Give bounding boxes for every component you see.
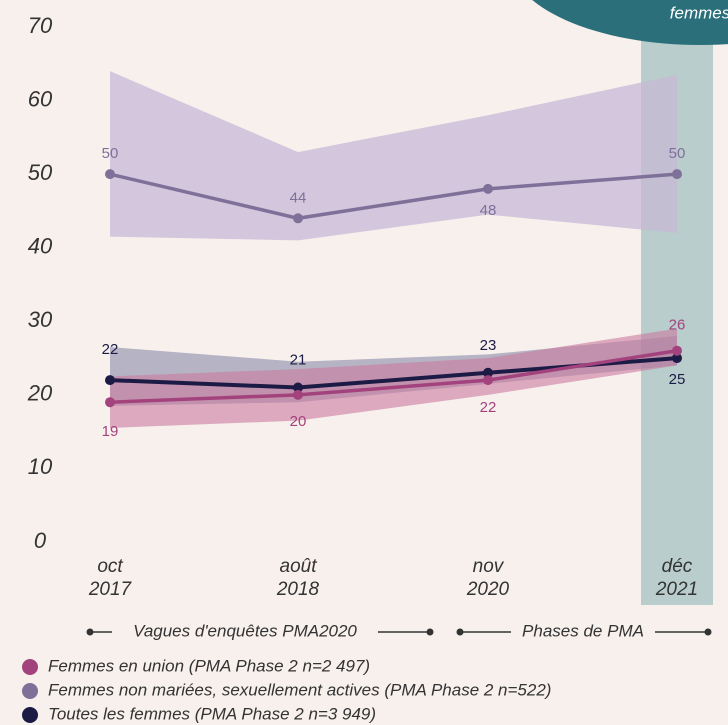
data-point [293,213,303,224]
data-label: 44 [290,189,307,206]
phase-dot [426,628,434,636]
phase-label: Vagues d'enquêtes PMA2020 [133,621,357,640]
x-tick-label: août [280,556,318,577]
data-label: 20 [290,413,307,430]
series-line [109,172,678,221]
y-tick-label: 70 [28,13,53,38]
data-label: 26 [669,317,686,334]
data-label: 22 [102,341,119,358]
y-tick-label: 20 [27,381,53,406]
x-tick-label: 2017 [88,579,133,600]
y-tick-label: 50 [28,160,53,185]
data-point [293,389,303,400]
phase-label: Phases de PMA [522,621,644,640]
data-point [672,345,682,356]
x-tick-label: 2018 [276,579,320,600]
data-label: 50 [669,145,686,162]
data-label: 21 [290,351,307,368]
data-point [105,169,115,180]
data-label: 19 [102,423,119,440]
corner-badge [532,0,728,45]
data-point [672,169,682,180]
data-point [672,353,682,364]
phase-dot [704,628,712,636]
phase-dot [456,628,464,636]
data-label: 50 [102,145,119,162]
y-tick-label: 10 [28,454,53,479]
phase-dot [86,628,94,636]
x-tick-label: oct [97,556,123,577]
legend-swatch [22,683,38,699]
y-tick-label: 40 [28,234,53,259]
y-tick-label: 0 [34,528,47,553]
y-tick-label: 60 [28,86,53,111]
data-point [105,375,115,386]
confidence-band [110,71,677,241]
data-point [483,367,493,378]
data-point [483,375,493,386]
data-point [105,397,115,408]
data-point [483,183,493,194]
data-point [293,382,303,393]
data-label: 22 [480,399,497,416]
data-label: 48 [480,202,497,219]
y-tick-label: 30 [28,307,53,332]
legend-label: Femmes en union (PMA Phase 2 n=2 497) [48,656,370,675]
legend-swatch [22,707,38,723]
legend-label: Femmes non mariées, sexuellement actives… [48,680,551,699]
x-tick-label: déc [662,556,693,577]
x-tick-label: 2021 [655,579,698,600]
series-line [109,348,678,404]
legend-label: Toutes les femmes (PMA Phase 2 n=3 949) [48,704,376,723]
x-tick-label: 2020 [466,579,510,600]
data-label: 23 [480,337,497,354]
data-label: 25 [669,371,686,388]
x-tick-label: nov [473,556,505,577]
corner-label: femmes [670,3,728,22]
legend-swatch [22,659,38,675]
